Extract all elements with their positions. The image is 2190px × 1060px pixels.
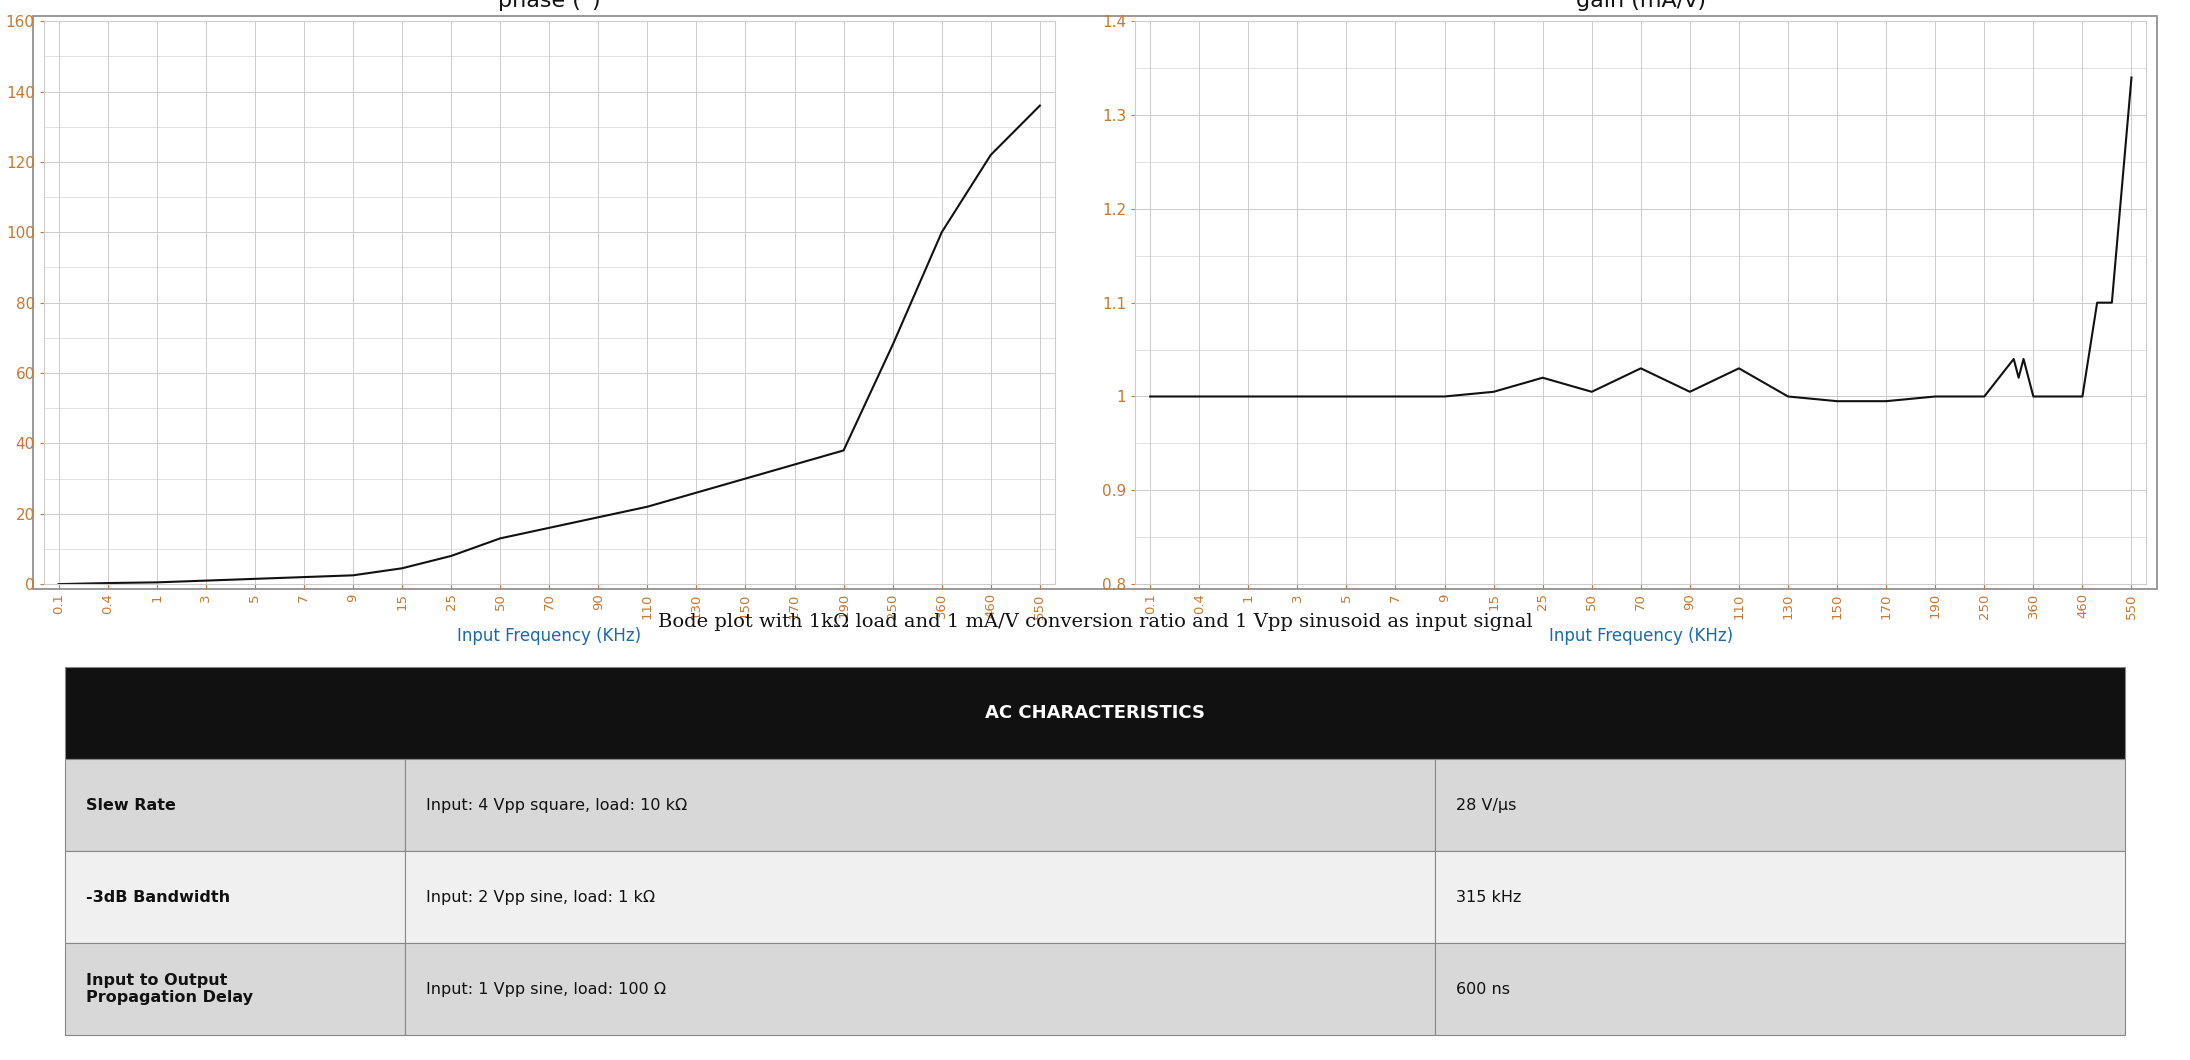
FancyBboxPatch shape bbox=[66, 851, 405, 943]
Text: -3dB Bandwidth: -3dB Bandwidth bbox=[85, 889, 230, 904]
Title: phase (°): phase (°) bbox=[497, 0, 600, 12]
Text: Input to Output
Propagation Delay: Input to Output Propagation Delay bbox=[85, 973, 252, 1005]
FancyBboxPatch shape bbox=[66, 759, 405, 851]
Text: Input: 4 Vpp square, load: 10 kΩ: Input: 4 Vpp square, load: 10 kΩ bbox=[425, 798, 688, 813]
FancyBboxPatch shape bbox=[405, 943, 1434, 1035]
FancyBboxPatch shape bbox=[1434, 943, 2124, 1035]
X-axis label: Input Frequency (KHz): Input Frequency (KHz) bbox=[458, 626, 642, 644]
Text: 600 ns: 600 ns bbox=[1456, 982, 1509, 996]
Text: Input: 2 Vpp sine, load: 1 kΩ: Input: 2 Vpp sine, load: 1 kΩ bbox=[425, 889, 655, 904]
Title: gain (mA/v): gain (mA/v) bbox=[1577, 0, 1706, 12]
FancyBboxPatch shape bbox=[1434, 759, 2124, 851]
Text: Slew Rate: Slew Rate bbox=[85, 798, 175, 813]
FancyBboxPatch shape bbox=[405, 759, 1434, 851]
Text: 315 kHz: 315 kHz bbox=[1456, 889, 1522, 904]
FancyBboxPatch shape bbox=[405, 851, 1434, 943]
X-axis label: Input Frequency (KHz): Input Frequency (KHz) bbox=[1548, 626, 1732, 644]
FancyBboxPatch shape bbox=[66, 668, 2124, 759]
Text: Input: 1 Vpp sine, load: 100 Ω: Input: 1 Vpp sine, load: 100 Ω bbox=[425, 982, 666, 996]
Text: AC CHARACTERISTICS: AC CHARACTERISTICS bbox=[986, 705, 1204, 723]
Text: Bode plot with 1kΩ load and 1 mA/V conversion ratio and 1 Vpp sinusoid as input : Bode plot with 1kΩ load and 1 mA/V conve… bbox=[657, 613, 1533, 631]
Text: 28 V/μs: 28 V/μs bbox=[1456, 798, 1515, 813]
FancyBboxPatch shape bbox=[66, 943, 405, 1035]
FancyBboxPatch shape bbox=[1434, 851, 2124, 943]
